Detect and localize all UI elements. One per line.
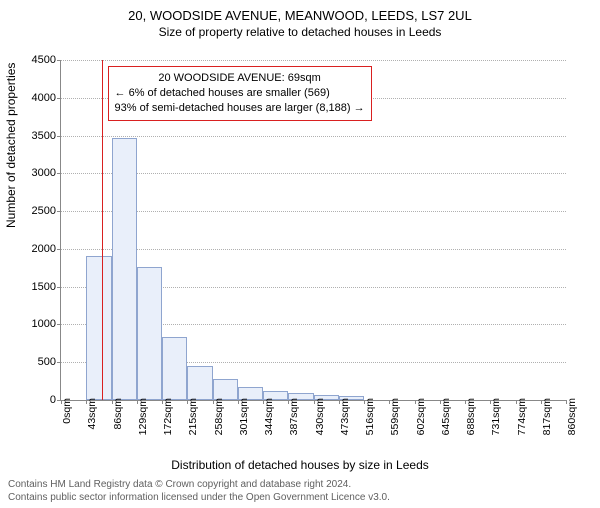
x-tick-label: 430sqm xyxy=(314,398,326,435)
gridline xyxy=(61,211,566,212)
y-axis-label: Number of detached properties xyxy=(4,63,18,228)
histogram-bar xyxy=(162,337,187,400)
y-tick-label: 2500 xyxy=(16,205,56,217)
y-tick-label: 500 xyxy=(16,356,56,368)
x-tick-label: 86sqm xyxy=(112,398,124,430)
histogram-bar xyxy=(187,366,212,400)
x-tick-label: 688sqm xyxy=(465,398,477,435)
property-marker-line xyxy=(102,60,103,400)
x-tick-label: 172sqm xyxy=(162,398,174,435)
x-tick-label: 0sqm xyxy=(61,398,73,424)
x-tick-label: 344sqm xyxy=(263,398,275,435)
annotation-line: ← 6% of detached houses are smaller (569… xyxy=(115,86,365,101)
y-tick-label: 2000 xyxy=(16,243,56,255)
y-tick-mark xyxy=(57,136,61,137)
histogram-bar xyxy=(137,267,162,400)
x-tick-label: 731sqm xyxy=(490,398,502,435)
footer-attribution: Contains HM Land Registry data © Crown c… xyxy=(8,478,390,504)
plot-area: 0500100015002000250030003500400045000sqm… xyxy=(60,60,566,401)
x-tick-label: 645sqm xyxy=(440,398,452,435)
footer-line1: Contains HM Land Registry data © Crown c… xyxy=(8,478,390,491)
x-tick-label: 387sqm xyxy=(288,398,300,435)
y-tick-mark xyxy=(57,173,61,174)
x-tick-label: 258sqm xyxy=(213,398,225,435)
y-tick-label: 1500 xyxy=(16,281,56,293)
y-tick-mark xyxy=(57,362,61,363)
x-axis-label: Distribution of detached houses by size … xyxy=(0,458,600,472)
histogram-bar xyxy=(86,256,111,400)
x-tick-label: 473sqm xyxy=(339,398,351,435)
y-tick-label: 3500 xyxy=(16,130,56,142)
x-tick-label: 602sqm xyxy=(415,398,427,435)
chart-subtitle: Size of property relative to detached ho… xyxy=(0,25,600,39)
x-tick-label: 301sqm xyxy=(238,398,250,435)
x-tick-label: 215sqm xyxy=(187,398,199,435)
y-tick-label: 3000 xyxy=(16,167,56,179)
x-tick-label: 516sqm xyxy=(364,398,376,435)
histogram-bar xyxy=(213,379,238,400)
chart-container: 20, WOODSIDE AVENUE, MEANWOOD, LEEDS, LS… xyxy=(0,8,600,508)
x-tick-label: 129sqm xyxy=(137,398,149,435)
annotation-box: 20 WOODSIDE AVENUE: 69sqm← 6% of detache… xyxy=(108,66,372,121)
annotation-line: 93% of semi-detached houses are larger (… xyxy=(115,101,365,116)
x-tick-label: 817sqm xyxy=(541,398,553,435)
y-tick-mark xyxy=(57,249,61,250)
y-tick-mark xyxy=(57,211,61,212)
y-tick-label: 4500 xyxy=(16,54,56,66)
chart-title: 20, WOODSIDE AVENUE, MEANWOOD, LEEDS, LS… xyxy=(0,8,600,23)
y-tick-mark xyxy=(57,287,61,288)
x-tick-label: 860sqm xyxy=(566,398,578,435)
y-tick-label: 1000 xyxy=(16,318,56,330)
x-tick-label: 774sqm xyxy=(516,398,528,435)
gridline xyxy=(61,60,566,61)
y-tick-mark xyxy=(57,98,61,99)
footer-line2: Contains public sector information licen… xyxy=(8,491,390,504)
x-tick-label: 559sqm xyxy=(389,398,401,435)
y-tick-label: 4000 xyxy=(16,92,56,104)
gridline xyxy=(61,173,566,174)
histogram-bar xyxy=(112,138,137,400)
y-tick-mark xyxy=(57,324,61,325)
annotation-line: 20 WOODSIDE AVENUE: 69sqm xyxy=(115,71,365,86)
y-tick-label: 0 xyxy=(16,394,56,406)
gridline xyxy=(61,249,566,250)
x-tick-label: 43sqm xyxy=(86,398,98,430)
gridline xyxy=(61,136,566,137)
y-tick-mark xyxy=(57,60,61,61)
